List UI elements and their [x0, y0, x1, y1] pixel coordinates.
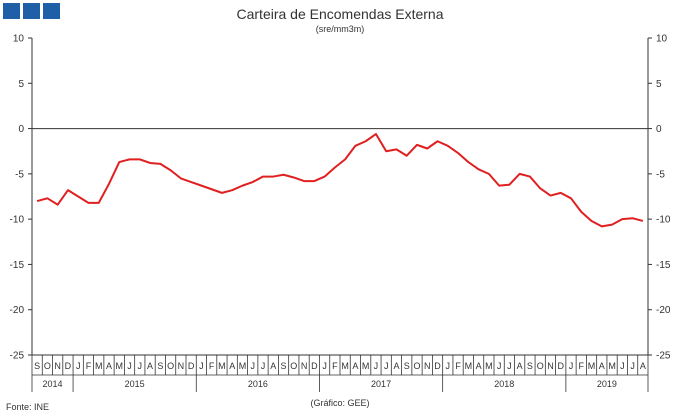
x-tick-label: S: [34, 361, 40, 371]
x-tick-label: J: [374, 361, 379, 371]
credit-note: (Gráfico: GEE): [310, 398, 370, 408]
x-tick-label: J: [127, 361, 132, 371]
chart-title: Carteira de Encomendas Externa: [236, 6, 444, 22]
x-tick-label: M: [116, 361, 124, 371]
y-tick-label-left: 5: [18, 79, 24, 90]
x-tick-label: D: [311, 361, 318, 371]
x-tick-label: M: [588, 361, 596, 371]
x-tick-label: A: [229, 361, 235, 371]
y-tick-label-left: -25: [10, 351, 25, 362]
x-tick-label: F: [332, 361, 338, 371]
y-tick-label-right: -10: [656, 215, 671, 226]
source-note: Fonte: INE: [6, 402, 50, 412]
x-tick-label: D: [65, 361, 72, 371]
x-tick-label: J: [507, 361, 512, 371]
x-tick-label: F: [86, 361, 92, 371]
series-line: [36, 133, 644, 228]
y-tick-label-right: -15: [656, 260, 671, 271]
x-tick-label: O: [537, 361, 544, 371]
x-tick-label: M: [218, 361, 226, 371]
logo-square: [43, 3, 60, 19]
chart-subtitle: (sre/mm3m): [315, 24, 365, 34]
y-tick-label-right: -5: [656, 169, 665, 180]
x-tick-label: J: [250, 361, 255, 371]
x-tick-label: M: [465, 361, 473, 371]
x-tick-label: S: [281, 361, 287, 371]
x-tick-label: D: [188, 361, 195, 371]
year-label: 2014: [43, 379, 63, 389]
x-tick-label: J: [322, 361, 327, 371]
x-tick-label: N: [54, 361, 61, 371]
y-tick-label-left: -10: [10, 215, 25, 226]
x-tick-label: D: [557, 361, 564, 371]
x-tick-label: M: [341, 361, 349, 371]
x-tick-label: N: [301, 361, 308, 371]
x-tick-label: A: [352, 361, 358, 371]
x-tick-label: N: [178, 361, 185, 371]
year-label: 2015: [125, 379, 145, 389]
x-tick-label: O: [167, 361, 174, 371]
x-tick-label: O: [44, 361, 51, 371]
x-tick-label: F: [209, 361, 215, 371]
x-tick-label: F: [579, 361, 585, 371]
x-tick-label: J: [261, 361, 266, 371]
y-tick-label-left: -20: [10, 305, 25, 316]
y-tick-label-left: 10: [13, 34, 25, 45]
x-tick-label: S: [157, 361, 163, 371]
logo-square: [3, 3, 20, 19]
year-label: 2017: [371, 379, 391, 389]
year-label: 2016: [248, 379, 268, 389]
x-tick-label: N: [547, 361, 554, 371]
x-tick-label: A: [147, 361, 153, 371]
x-tick-label: J: [76, 361, 81, 371]
x-tick-label: A: [106, 361, 112, 371]
x-tick-label: N: [424, 361, 431, 371]
x-tick-label: A: [640, 361, 646, 371]
x-tick-label: A: [476, 361, 482, 371]
y-tick-label-right: 10: [656, 34, 668, 45]
x-tick-label: D: [434, 361, 441, 371]
x-tick-label: M: [608, 361, 616, 371]
x-tick-label: S: [404, 361, 410, 371]
x-tick-label: A: [393, 361, 399, 371]
year-label: 2019: [597, 379, 617, 389]
x-tick-label: M: [485, 361, 493, 371]
x-tick-label: J: [497, 361, 502, 371]
x-tick-label: M: [239, 361, 247, 371]
x-tick-label: J: [630, 361, 635, 371]
x-tick-label: M: [95, 361, 103, 371]
x-tick-label: F: [455, 361, 461, 371]
x-tick-label: A: [517, 361, 523, 371]
x-tick-label: J: [620, 361, 625, 371]
year-label: 2018: [494, 379, 514, 389]
logo-square: [23, 3, 40, 19]
x-tick-label: S: [527, 361, 533, 371]
x-tick-label: M: [362, 361, 370, 371]
y-tick-label-right: -25: [656, 351, 671, 362]
x-tick-label: O: [413, 361, 420, 371]
y-tick-label-right: 5: [656, 79, 662, 90]
y-tick-label-left: -5: [15, 169, 24, 180]
x-tick-label: A: [599, 361, 605, 371]
x-tick-label: J: [446, 361, 451, 371]
x-tick-label: A: [270, 361, 276, 371]
x-tick-label: J: [199, 361, 204, 371]
y-tick-label-left: -15: [10, 260, 25, 271]
x-tick-label: J: [138, 361, 143, 371]
x-tick-label: J: [384, 361, 389, 371]
x-tick-label: J: [569, 361, 574, 371]
y-tick-label-right: -20: [656, 305, 671, 316]
x-tick-label: O: [290, 361, 297, 371]
logo: [3, 3, 60, 19]
y-tick-label-left: 0: [18, 124, 24, 135]
y-tick-label-right: 0: [656, 124, 662, 135]
